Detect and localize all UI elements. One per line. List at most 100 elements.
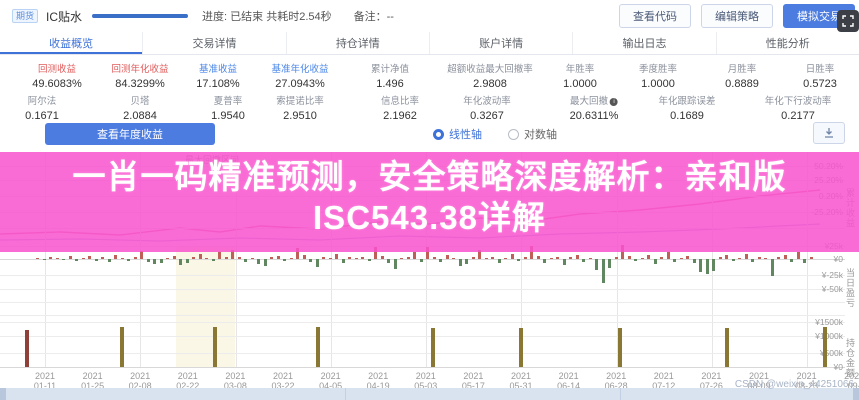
position-bar bbox=[519, 327, 523, 367]
pnl-bar bbox=[725, 255, 728, 259]
stat-label: 季度胜率 bbox=[638, 64, 678, 75]
tab-item-0[interactable]: 收益概览 bbox=[0, 32, 144, 54]
info-icon[interactable]: i bbox=[610, 98, 619, 106]
pnl-bar bbox=[55, 258, 59, 259]
stat-label: 年化下行波动率 bbox=[764, 96, 832, 107]
pnl-bar bbox=[679, 257, 683, 259]
pnl-bar bbox=[445, 254, 449, 259]
banner-overlay bbox=[0, 152, 859, 252]
pnl-bar bbox=[81, 257, 85, 259]
pnl-bar bbox=[601, 259, 605, 284]
y-axis-tick: ¥500k bbox=[819, 348, 843, 358]
x-axis-label: 2021 04-19 bbox=[366, 371, 390, 391]
radio-selected[interactable]: 线性轴 bbox=[433, 126, 482, 142]
y-axis-tick: ¥-25k bbox=[821, 270, 843, 280]
pnl-bar bbox=[796, 252, 800, 259]
header-bar: 期货 IC贴水 进度: 已结束 共耗时2.54秒 备注：-- 查看代码 编辑策略模… bbox=[0, 0, 859, 32]
pnl-bar bbox=[296, 248, 299, 259]
grid-vline bbox=[426, 152, 427, 368]
pnl-bar bbox=[458, 259, 462, 266]
pnl-bar bbox=[751, 259, 754, 263]
progress-bar bbox=[92, 14, 189, 18]
pnl-bar bbox=[354, 257, 358, 259]
stat-cell: 索提诺比率 2.9510 bbox=[276, 93, 324, 122]
pnl-bar bbox=[283, 259, 286, 262]
axis-zero-line bbox=[0, 367, 845, 368]
position-bar bbox=[25, 329, 29, 367]
x-axis-label: 2021 07-12 bbox=[652, 371, 676, 391]
x-axis-label: 2021 05-17 bbox=[461, 371, 485, 391]
pnl-bar bbox=[627, 255, 631, 259]
radio-option[interactable]: 对数轴 bbox=[508, 126, 557, 142]
pnl-bar bbox=[309, 259, 312, 262]
radio-dot bbox=[508, 128, 519, 140]
fullscreen-icon[interactable] bbox=[837, 10, 859, 32]
pnl-bar bbox=[198, 254, 202, 259]
pnl-bar bbox=[133, 256, 137, 259]
pnl-bar bbox=[153, 259, 156, 264]
stat-label: 最大回撤 i bbox=[570, 93, 619, 107]
stat-label: 日胜率 bbox=[805, 64, 835, 75]
pnl-bar bbox=[49, 257, 52, 259]
stat-label: 年胜率 bbox=[565, 64, 595, 75]
tab-item-2[interactable]: 持仓详情 bbox=[287, 32, 430, 54]
stat-value: 2.9808 bbox=[473, 78, 507, 90]
pnl-bar bbox=[653, 259, 657, 264]
pnl-bar bbox=[166, 257, 169, 259]
x-axis-label: 2021 05-03 bbox=[414, 371, 438, 391]
grid-hline bbox=[0, 315, 845, 316]
x-axis-label: 2021 01-11 bbox=[33, 371, 57, 391]
pnl-bar bbox=[211, 259, 215, 262]
pnl-bar bbox=[276, 255, 280, 259]
tab-item-5[interactable]: 性能分析 bbox=[765, 38, 810, 50]
x-axis-label: 2021 04-05 bbox=[319, 371, 343, 391]
pnl-bar bbox=[335, 254, 338, 259]
pnl-bar bbox=[809, 257, 813, 259]
x-axis-label: 2021 03-22 bbox=[271, 371, 295, 391]
tab-item-1[interactable]: 交易详情 bbox=[143, 32, 287, 54]
stat-value: 0.3267 bbox=[470, 110, 504, 122]
pnl-bar bbox=[315, 259, 319, 268]
pnl-bar bbox=[614, 257, 618, 259]
download-icon[interactable] bbox=[813, 122, 845, 144]
pnl-bar bbox=[146, 259, 150, 262]
grid-vline bbox=[521, 152, 523, 368]
pnl-bar bbox=[744, 254, 748, 259]
pnl-bar bbox=[673, 259, 676, 263]
stat-value: 27.0943% bbox=[275, 78, 325, 90]
pnl-bar bbox=[595, 259, 598, 270]
x-axis-label: 2021 02-22 bbox=[176, 371, 200, 391]
header-button[interactable]: 编辑策略 bbox=[701, 4, 773, 28]
tab-item-4[interactable]: 输出日志 bbox=[573, 32, 717, 54]
stat-cell: 贝塔 2.0884 bbox=[123, 93, 157, 122]
stat-value: 0.5723 bbox=[803, 78, 837, 90]
position-bar bbox=[725, 327, 729, 367]
y-axis-tick: ¥0 bbox=[833, 254, 843, 264]
year-return-button[interactable]: 查看年度收益 bbox=[45, 123, 215, 145]
pnl-bar bbox=[270, 257, 273, 259]
stat-label: 年化波动率 bbox=[463, 96, 511, 107]
datazoom-left-handle[interactable] bbox=[0, 388, 6, 400]
stat-label: 信息比率 bbox=[380, 96, 420, 107]
pnl-bar bbox=[783, 254, 787, 259]
stat-label: 年化跟踪误差 bbox=[658, 96, 716, 107]
pnl-bar bbox=[400, 257, 403, 259]
note-text: 备注：-- bbox=[353, 11, 394, 23]
datazoom-right-handle[interactable] bbox=[853, 388, 859, 400]
x-axis-label: 2021 03-08 bbox=[223, 371, 247, 391]
pnl-bar bbox=[231, 249, 234, 259]
position-bar bbox=[431, 328, 435, 367]
datazoom-scrollbar[interactable] bbox=[0, 388, 859, 400]
pnl-bar bbox=[465, 259, 468, 264]
pnl-bar bbox=[75, 259, 78, 261]
grid-hline bbox=[0, 302, 845, 303]
y-axis-tick: ¥-50k bbox=[821, 284, 843, 294]
tab-item-3[interactable]: 账户详情 bbox=[430, 32, 574, 54]
stat-label: 回测年化收益 bbox=[111, 64, 169, 75]
stat-cell: 超额收益最大回撤率 2.9808 bbox=[447, 61, 533, 90]
header-button[interactable]: 查看代码 bbox=[619, 4, 691, 28]
pnl-bar bbox=[491, 257, 494, 259]
stat-value: 1.0000 bbox=[641, 78, 675, 90]
pnl-bar bbox=[582, 259, 585, 262]
